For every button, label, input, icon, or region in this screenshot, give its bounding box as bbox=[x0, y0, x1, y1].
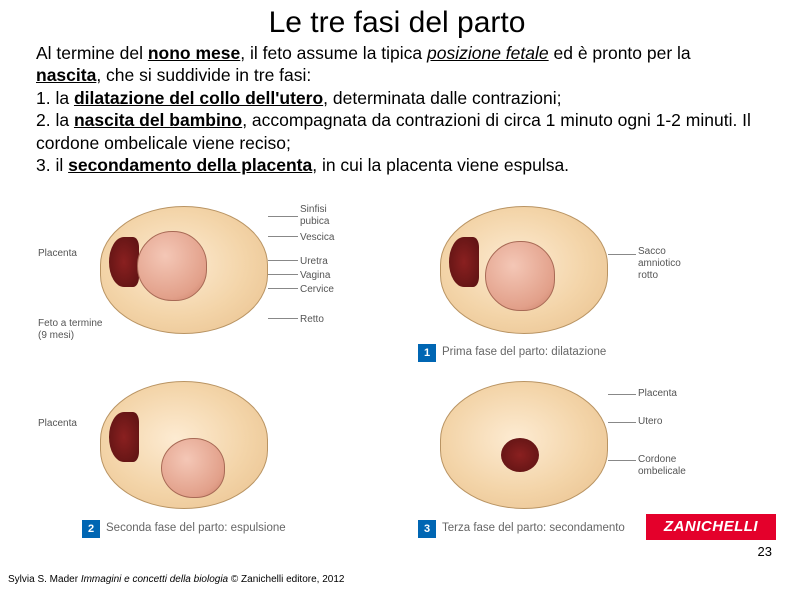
bold-nascita: nascita bbox=[36, 65, 96, 85]
label-placenta-2: Placenta bbox=[38, 418, 77, 429]
placenta-shape bbox=[109, 237, 139, 287]
text-seg: , che si suddivide in tre fasi: bbox=[96, 65, 311, 85]
panel-dilatazione bbox=[440, 206, 608, 334]
label-feto-termine: Feto a termine bbox=[38, 318, 102, 329]
bold-dilatazione: dilatazione del collo dell'utero bbox=[74, 88, 323, 108]
label-retto: Retto bbox=[300, 314, 324, 325]
bold-nascita-bambino: nascita del bambino bbox=[74, 110, 242, 130]
label-uretra: Uretra bbox=[300, 256, 328, 267]
leader-line bbox=[608, 422, 636, 423]
publisher-logo: ZANICHELLI bbox=[646, 514, 776, 540]
leader-line bbox=[608, 460, 636, 461]
label-sacco1: Sacco bbox=[638, 246, 666, 257]
text-seg: 1. la bbox=[36, 88, 74, 108]
page-number: 23 bbox=[758, 544, 772, 559]
label-vescica: Vescica bbox=[300, 232, 334, 243]
footer-citation: Sylvia S. Mader Immagini e concetti dell… bbox=[8, 574, 344, 585]
badge-3: 3 bbox=[418, 520, 436, 538]
panel-secondamento bbox=[440, 381, 608, 509]
footer-rest: © Zanichelli editore, 2012 bbox=[228, 574, 344, 585]
caption-3: Terza fase del parto: secondamento bbox=[442, 522, 625, 534]
anatomy-shape bbox=[100, 206, 268, 334]
label-cordone1: Cordone bbox=[638, 454, 676, 465]
label-sacco3: rotto bbox=[638, 270, 658, 281]
leader-line bbox=[268, 288, 298, 289]
fetus-shape bbox=[161, 438, 225, 498]
label-cordone2: ombelicale bbox=[638, 466, 686, 477]
diagram-area: Placenta Feto a termine (9 mesi) Sinfisi… bbox=[40, 206, 755, 536]
leader-line bbox=[268, 216, 298, 217]
leader-line bbox=[268, 236, 298, 237]
text-seg: , determinata dalle contrazioni; bbox=[323, 88, 561, 108]
leader-line bbox=[268, 318, 298, 319]
label-placenta: Placenta bbox=[38, 248, 77, 259]
text-seg: , in cui la placenta viene espulsa. bbox=[312, 155, 569, 175]
page-title: Le tre fasi del parto bbox=[0, 0, 794, 42]
text-seg: Al termine del bbox=[36, 43, 148, 63]
placenta-shape bbox=[449, 237, 479, 287]
text-seg: , il feto assume la tipica bbox=[240, 43, 427, 63]
fetus-shape bbox=[485, 241, 555, 311]
placenta-shape bbox=[501, 438, 539, 472]
text-seg: ed è pronto per la bbox=[549, 43, 691, 63]
fetus-shape bbox=[137, 231, 207, 301]
main-paragraph: Al termine del nono mese, il feto assume… bbox=[0, 42, 794, 176]
leader-line bbox=[608, 394, 636, 395]
footer-author: Sylvia S. Mader bbox=[8, 574, 81, 585]
italic-posizione: posizione fetale bbox=[427, 43, 549, 63]
leader-line bbox=[268, 260, 298, 261]
caption-1: Prima fase del parto: dilatazione bbox=[442, 346, 606, 358]
label-utero: Utero bbox=[638, 416, 662, 427]
anatomy-shape bbox=[440, 381, 608, 509]
panel-espulsione bbox=[100, 381, 268, 509]
label-placenta-3: Placenta bbox=[638, 388, 677, 399]
text-seg: 3. il bbox=[36, 155, 68, 175]
label-pubica: pubica bbox=[300, 216, 329, 227]
label-sinfisi: Sinfisi bbox=[300, 204, 327, 215]
label-vagina: Vagina bbox=[300, 270, 330, 281]
badge-2: 2 bbox=[82, 520, 100, 538]
footer-title: Immagini e concetti della biologia bbox=[81, 574, 228, 585]
text-seg: 2. la bbox=[36, 110, 74, 130]
anatomy-shape bbox=[100, 381, 268, 509]
bold-nono-mese: nono mese bbox=[148, 43, 240, 63]
label-nove-mesi: (9 mesi) bbox=[38, 330, 74, 341]
leader-line bbox=[268, 274, 298, 275]
bold-secondamento: secondamento della placenta bbox=[68, 155, 312, 175]
label-sacco2: amniotico bbox=[638, 258, 681, 269]
label-cervice: Cervice bbox=[300, 284, 334, 295]
leader-line bbox=[608, 254, 636, 255]
badge-1: 1 bbox=[418, 344, 436, 362]
caption-2: Seconda fase del parto: espulsione bbox=[106, 522, 286, 534]
placenta-shape bbox=[109, 412, 139, 462]
anatomy-shape bbox=[440, 206, 608, 334]
panel-feto-termine bbox=[100, 206, 268, 334]
